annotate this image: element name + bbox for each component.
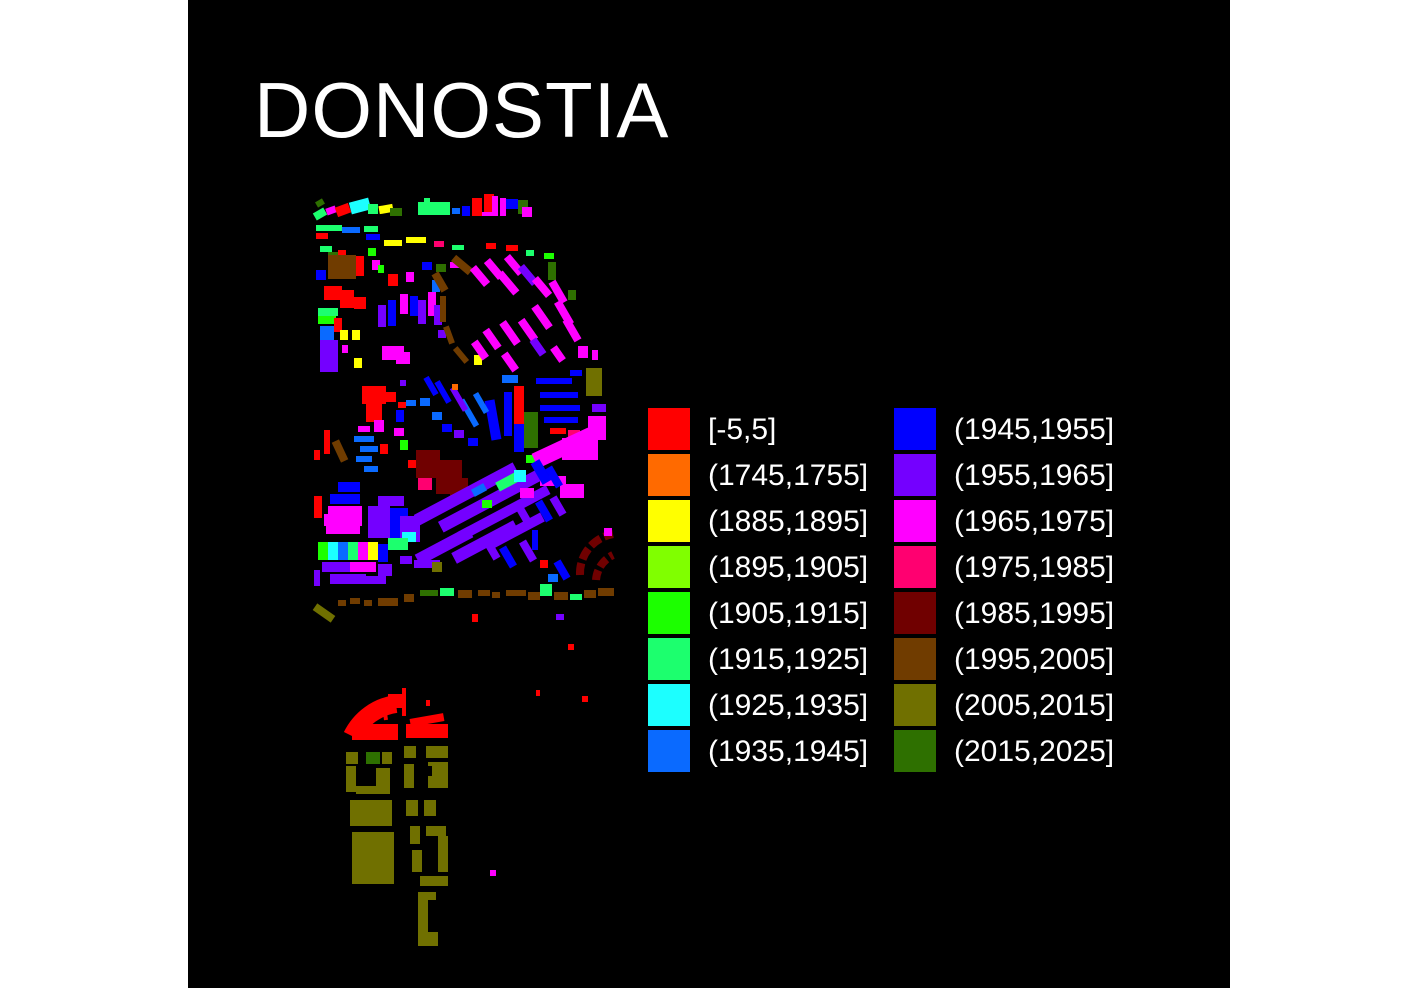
legend-item: (1905,1915]: [648, 592, 898, 634]
legend-label: [-5,5]: [708, 413, 777, 446]
legend-swatch: [894, 500, 936, 542]
south-area-buildings: [343, 688, 588, 946]
legend-label: (1975,1985]: [954, 551, 1115, 584]
legend-item: (1955,1965]: [894, 454, 1144, 496]
legend-swatch: [648, 684, 690, 726]
legend-item: (1975,1985]: [894, 546, 1144, 588]
legend-label: (1885,1895]: [708, 505, 869, 538]
legend-item: (1935,1945]: [648, 730, 898, 772]
legend-item: (1925,1935]: [648, 684, 898, 726]
legend-swatch: [894, 638, 936, 680]
legend-label: (1905,1915]: [708, 597, 869, 630]
legend-swatch: [894, 684, 936, 726]
legend-swatch: [648, 592, 690, 634]
map-panel: DONOSTIA: [188, 0, 1230, 988]
legend-swatch: [648, 638, 690, 680]
legend-label: (2015,2025]: [954, 735, 1115, 768]
legend-swatch: [648, 408, 690, 450]
legend-swatch: [648, 546, 690, 588]
legend-label: (1895,1905]: [708, 551, 869, 584]
legend: [-5,5] (1745,1755] (1885,1895] (1895,1905] (…: [648, 408, 1168, 778]
legend-item: (1995,2005]: [894, 638, 1144, 680]
north-area-buildings: [312, 194, 602, 396]
legend-item: (1985,1995]: [894, 592, 1144, 634]
legend-label: (1915,1925]: [708, 643, 869, 676]
legend-label: (2005,2015]: [954, 689, 1115, 722]
map-title: DONOSTIA: [254, 66, 670, 154]
legend-swatch: [894, 454, 936, 496]
legend-swatch: [894, 730, 936, 772]
legend-swatch: [648, 500, 690, 542]
legend-swatch: [894, 408, 936, 450]
legend-swatch: [894, 592, 936, 634]
legend-item: [-5,5]: [648, 408, 898, 450]
legend-item: (1895,1905]: [648, 546, 898, 588]
legend-label: (1925,1935]: [708, 689, 869, 722]
legend-label: (1955,1965]: [954, 459, 1115, 492]
legend-label: (1985,1995]: [954, 597, 1115, 630]
legend-swatch: [648, 730, 690, 772]
legend-label: (1965,1975]: [954, 505, 1115, 538]
legend-label: (1995,2005]: [954, 643, 1115, 676]
legend-item: (1965,1975]: [894, 500, 1144, 542]
central-area-buildings: [312, 375, 615, 650]
legend-swatch: [648, 454, 690, 496]
legend-label: (1745,1755]: [708, 459, 869, 492]
legend-item: (1915,1925]: [648, 638, 898, 680]
legend-label: (1935,1945]: [708, 735, 869, 768]
legend-item: (2005,2015]: [894, 684, 1144, 726]
legend-item: (1885,1895]: [648, 500, 898, 542]
legend-label: (1945,1955]: [954, 413, 1115, 446]
building-footprint-map: [312, 194, 615, 946]
legend-item: (1745,1755]: [648, 454, 898, 496]
legend-item: (2015,2025]: [894, 730, 1144, 772]
legend-item: (1945,1955]: [894, 408, 1144, 450]
legend-swatch: [894, 546, 936, 588]
